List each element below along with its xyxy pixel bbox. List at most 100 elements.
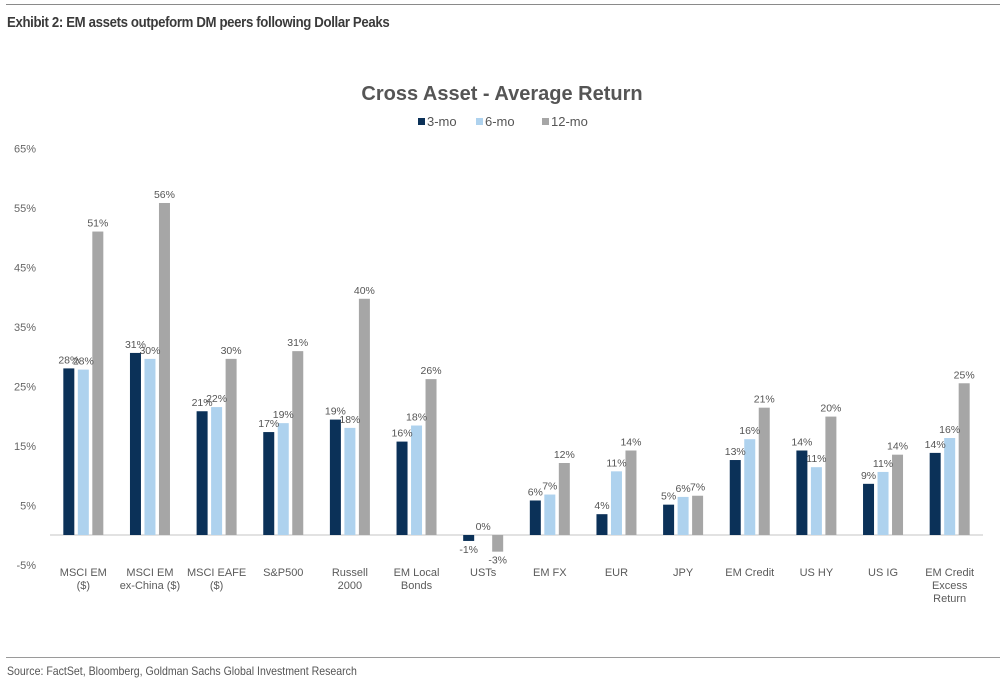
data-label-6-mo: 11%: [806, 453, 826, 465]
bar-3-mo: [396, 441, 408, 535]
x-tick-label: EM Credit: [725, 567, 774, 579]
legend-swatch-12-mo: [542, 118, 549, 125]
legend-label-12-mo: 12-mo: [551, 114, 588, 129]
data-label-3-mo: 6%: [528, 486, 543, 498]
bar-3-mo: [329, 419, 341, 535]
bar-12-mo: [958, 383, 970, 535]
bar-12-mo: [225, 358, 237, 535]
legend-label-3-mo: 3-mo: [427, 114, 457, 129]
y-tick-label: -5%: [16, 560, 36, 572]
data-label-3-mo: 28%: [58, 354, 79, 366]
bar-3-mo: [529, 500, 541, 535]
bar-3-mo: [729, 460, 741, 535]
data-label-6-mo: 28%: [73, 356, 94, 368]
x-tick-label: USTs: [470, 567, 497, 579]
bar-12-mo: [92, 231, 104, 536]
x-tick-label: S&P500: [263, 567, 303, 579]
data-label-3-mo: 5%: [661, 491, 676, 503]
data-label-6-mo: 0%: [476, 521, 491, 533]
bars: [63, 202, 970, 552]
data-label-12-mo: 14%: [620, 437, 641, 449]
x-tick-label: Excess: [932, 580, 968, 592]
bar-6-mo: [877, 471, 889, 535]
data-label-6-mo: 7%: [542, 481, 557, 493]
bar-3-mo: [129, 352, 141, 535]
bar-12-mo: [825, 416, 837, 535]
data-labels: 28%28%51%31%30%56%21%22%30%17%19%31%19%1…: [58, 189, 974, 567]
x-tick-label: EUR: [605, 567, 628, 579]
bar-12-mo: [625, 450, 637, 535]
data-label-12-mo: 14%: [887, 441, 908, 453]
source-note: Source: FactSet, Bloomberg, Goldman Sach…: [7, 664, 357, 678]
data-label-12-mo: 21%: [754, 394, 775, 406]
bar-chart: Cross Asset - Average Return 3-mo 6-mo 12-…: [14, 83, 983, 605]
bar-6-mo: [744, 439, 756, 535]
bar-6-mo: [411, 425, 423, 535]
data-label-6-mo: 11%: [873, 458, 893, 470]
bar-12-mo: [758, 407, 770, 535]
x-tick-label: Bonds: [401, 580, 433, 592]
data-label-3-mo: 21%: [192, 397, 213, 409]
data-label-12-mo: 40%: [354, 285, 375, 297]
x-tick-label: ($): [210, 580, 223, 592]
bar-6-mo: [810, 467, 822, 535]
bar-3-mo: [863, 483, 875, 535]
data-label-6-mo: 16%: [739, 425, 760, 437]
top-rule: [6, 4, 1000, 5]
data-label-3-mo: 9%: [861, 470, 876, 482]
data-label-12-mo: 30%: [221, 345, 242, 357]
data-label-6-mo: 18%: [339, 414, 360, 426]
data-label-6-mo: 11%: [606, 457, 626, 469]
legend: 3-mo 6-mo 12-mo: [418, 114, 588, 129]
data-label-6-mo: 22%: [206, 393, 227, 405]
bar-3-mo: [196, 411, 208, 535]
data-label-6-mo: 6%: [676, 483, 691, 495]
x-tick-label: Russell: [332, 567, 368, 579]
data-label-3-mo: 17%: [258, 418, 279, 430]
data-label-12-mo: 20%: [820, 403, 841, 415]
bar-12-mo: [558, 463, 570, 535]
data-label-12-mo: 25%: [954, 369, 975, 381]
bar-12-mo: [692, 495, 704, 535]
bar-3-mo: [463, 535, 475, 541]
x-tick-label: US IG: [868, 567, 898, 579]
y-tick-label: 55%: [14, 203, 36, 215]
x-tick-label: MSCI EAFE: [187, 567, 246, 579]
legend-swatch-3-mo: [418, 118, 425, 125]
data-label-12-mo: 7%: [690, 482, 705, 494]
bar-3-mo: [63, 368, 75, 535]
bar-12-mo: [358, 298, 370, 535]
bar-12-mo: [892, 454, 904, 535]
x-tick-label: EM Credit: [925, 567, 974, 579]
data-label-3-mo: 31%: [125, 339, 146, 351]
data-label-6-mo: 30%: [139, 345, 160, 357]
legend-label-6-mo: 6-mo: [485, 114, 515, 129]
x-tick-label: 2000: [338, 580, 362, 592]
y-tick-label: 65%: [14, 143, 36, 155]
y-tick-label: 15%: [14, 441, 36, 453]
x-tick-label: ex-China ($): [120, 580, 181, 592]
bar-6-mo: [944, 438, 956, 535]
bar-6-mo: [344, 427, 356, 535]
legend-swatch-6-mo: [476, 118, 483, 125]
data-label-12-mo: 56%: [154, 189, 175, 201]
y-tick-label: 35%: [14, 322, 36, 334]
data-label-12-mo: 12%: [554, 449, 575, 461]
chart-title: Cross Asset - Average Return: [361, 83, 642, 105]
bar-3-mo: [796, 450, 808, 535]
x-tick-label: EM FX: [533, 567, 567, 579]
bar-12-mo: [292, 351, 304, 535]
x-tick-label: JPY: [673, 567, 694, 579]
y-tick-label: 25%: [14, 381, 36, 393]
data-label-6-mo: 19%: [273, 409, 294, 421]
data-label-12-mo: 26%: [421, 365, 442, 377]
bar-6-mo: [77, 369, 89, 535]
data-label-3-mo: 19%: [325, 406, 346, 418]
bar-6-mo: [277, 423, 289, 535]
data-label-12-mo: 51%: [87, 218, 108, 230]
x-tick-label: MSCI EM: [60, 567, 107, 579]
data-label-3-mo: 13%: [725, 446, 746, 458]
data-label-3-mo: 4%: [594, 500, 609, 512]
x-tick-label: US HY: [800, 567, 834, 579]
